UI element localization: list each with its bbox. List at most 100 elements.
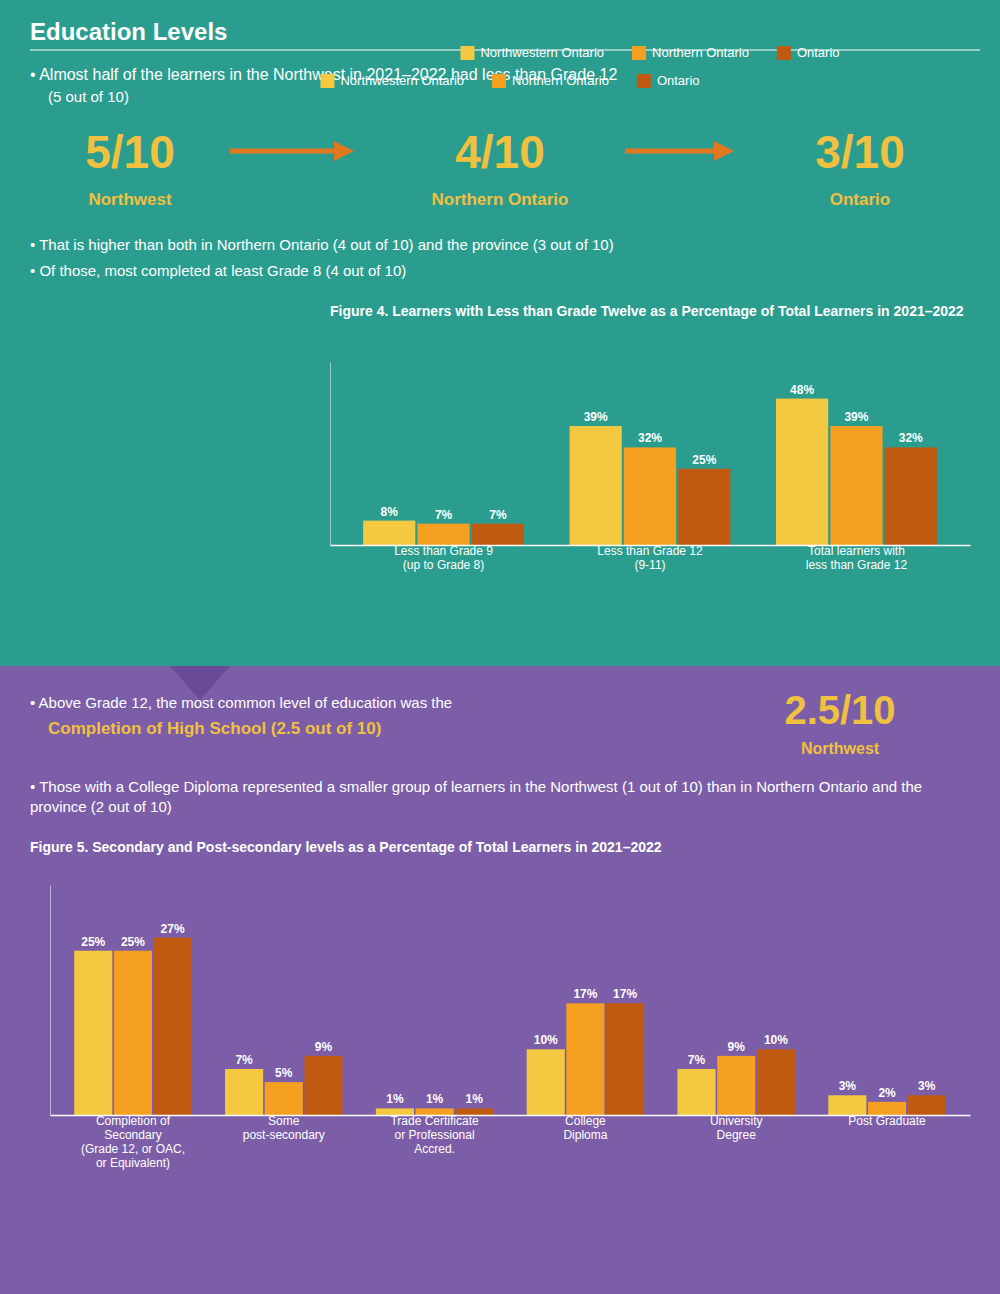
bar — [830, 426, 882, 545]
section-background — [0, 0, 1000, 666]
data-label: 9% — [315, 1040, 333, 1054]
legend-item: Northern Ontario — [492, 73, 609, 88]
bar — [566, 1003, 604, 1115]
bar — [527, 1049, 565, 1115]
data-label: 5% — [275, 1066, 293, 1080]
tick-label-line: Some — [268, 1114, 300, 1128]
annotation: 3/10 — [815, 126, 905, 178]
annotation: • Above Grade 12, the most common level … — [30, 694, 452, 711]
tick-label: Total learners withless than Grade 12 — [806, 544, 908, 572]
tick: Somepost-secondary — [243, 1114, 325, 1142]
annotation: 2.5/10 — [784, 688, 895, 732]
text-line: • Of those, most completed at least Grad… — [30, 262, 406, 279]
tick: Post Graduate — [848, 1114, 926, 1128]
text-line: Northwest — [88, 190, 171, 209]
bar — [154, 938, 192, 1115]
text-line: province (2 out of 10) — [30, 798, 172, 815]
bar — [885, 447, 937, 545]
tick-label-line: or Equivalent) — [96, 1156, 170, 1170]
text-line: 2.5/10 — [784, 688, 895, 732]
data-label: 7% — [435, 508, 453, 522]
bars — [74, 938, 946, 1115]
data-label: 8% — [381, 505, 399, 519]
tick-label-line: University — [710, 1114, 763, 1128]
chart-1: • Above Grade 12, the most common level … — [0, 73, 1000, 1294]
bar — [304, 1056, 342, 1115]
annotation: • Of those, most completed at least Grad… — [30, 262, 406, 279]
tick-label: Completion ofSecondary(Grade 12, or OAC,… — [81, 1114, 185, 1170]
data-label: 48% — [790, 383, 814, 397]
data-label: 1% — [466, 1092, 484, 1106]
tick: Completion ofSecondary(Grade 12, or OAC,… — [81, 1114, 185, 1170]
tick-label-line: (9-11) — [634, 558, 665, 572]
bar — [828, 1095, 866, 1115]
tick-label: Less than Grade 12(9-11) — [597, 544, 703, 572]
tick-label-line: Secondary — [104, 1128, 161, 1142]
tick: Less than Grade 9(up to Grade 8) — [394, 544, 493, 572]
bar — [717, 1056, 755, 1115]
text-line: Ontario — [830, 190, 890, 209]
legend-label: Northwestern Ontario — [480, 45, 604, 60]
annotation: Completion of High School (2.5 out of 10… — [48, 719, 381, 738]
annotation: 5/10 — [85, 126, 175, 178]
bar — [624, 447, 676, 545]
text-line: 4/10 — [455, 126, 545, 178]
legend-item: Northwestern Ontario — [320, 73, 464, 88]
bar — [265, 1082, 303, 1115]
legend-item: Ontario — [777, 45, 840, 60]
tick-label: Somepost-secondary — [243, 1114, 325, 1142]
legend-label: Northwestern Ontario — [340, 73, 464, 88]
tick-label: Post Graduate — [848, 1114, 926, 1128]
data-label: 25% — [692, 453, 716, 467]
text-line: Completion of High School (2.5 out of 10… — [48, 719, 381, 738]
data-label: 10% — [764, 1033, 788, 1047]
text-line: Northwest — [801, 740, 880, 757]
data-label: 32% — [638, 431, 662, 445]
tick-label-line: Completion of — [96, 1114, 171, 1128]
data-label: 25% — [121, 935, 145, 949]
tick-label: CollegeDiploma — [563, 1114, 607, 1142]
data-label: 3% — [918, 1079, 936, 1093]
x-axis-line — [51, 1115, 971, 1117]
annotation: (5 out of 10) — [48, 88, 129, 105]
tick-label-line: Total learners with — [808, 544, 905, 558]
data-label: 17% — [573, 987, 597, 1001]
annotation: 4/10 — [455, 126, 545, 178]
bar — [114, 951, 152, 1115]
tick-label-line: Trade Certificate — [390, 1114, 479, 1128]
arrow — [230, 149, 350, 154]
bar — [570, 426, 622, 545]
bar — [678, 469, 730, 545]
tick-label-line: Less than Grade 9 — [394, 544, 493, 558]
chart-0: Education Levels• Almost half of the lea… — [0, 0, 1000, 666]
data-label: 3% — [839, 1079, 857, 1093]
data-label: 25% — [81, 935, 105, 949]
tick: Total learners withless than Grade 12 — [806, 544, 908, 572]
text-line: 3/10 — [815, 126, 905, 178]
tick-label-line: Post Graduate — [848, 1114, 926, 1128]
annotation: Northwest — [88, 190, 171, 209]
page: Education Levels• Almost half of the lea… — [0, 0, 1000, 1294]
tick-label-line: or Professional — [395, 1128, 475, 1142]
legend: Northwestern Ontario Northern Ontario Onta… — [460, 45, 839, 60]
bar — [908, 1095, 946, 1115]
annotation: Northwest — [801, 740, 880, 757]
tick-label-line: less than Grade 12 — [806, 558, 908, 572]
data-label: 32% — [899, 431, 923, 445]
tick: UniversityDegree — [710, 1114, 763, 1142]
tick-label: Less than Grade 9(up to Grade 8) — [394, 544, 493, 572]
y-axis-line — [330, 363, 331, 546]
legend: Northwestern OntarioNorthern OntarioOnta… — [320, 73, 699, 88]
text-line: (5 out of 10) — [48, 88, 129, 105]
bar — [606, 1003, 644, 1115]
tick-label-line: post-secondary — [243, 1128, 325, 1142]
legend-swatch — [637, 74, 651, 88]
text-line: • Above Grade 12, the most common level … — [30, 694, 452, 711]
chart-title: Figure 4. Learners with Less than Grade … — [330, 303, 964, 319]
legend-label: Northern Ontario — [652, 45, 749, 60]
legend-swatch — [777, 46, 791, 60]
x-axis: Less than Grade 9(up to Grade 8)Less tha… — [331, 544, 971, 572]
bar — [776, 399, 828, 545]
y-axis — [50, 886, 51, 1116]
bars — [363, 399, 937, 545]
